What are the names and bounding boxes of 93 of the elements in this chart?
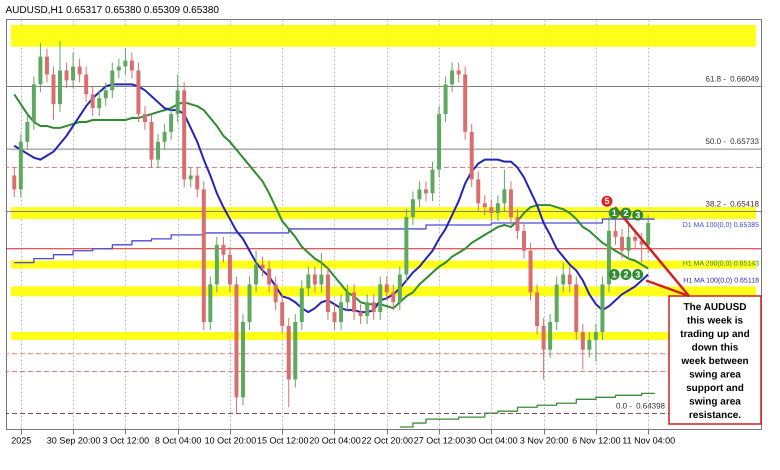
x-tick-label: 11 Nov 04:00 xyxy=(622,436,676,446)
x-tick-label: 6 Nov 12:00 xyxy=(572,436,621,446)
candlestick xyxy=(580,324,585,370)
candlestick xyxy=(568,266,572,293)
candlestick xyxy=(84,66,88,103)
candlestick xyxy=(489,198,494,222)
annotation: 3 xyxy=(635,210,640,220)
x-tick-label: 27 Oct 12:00 xyxy=(414,436,466,446)
ref-line-label: 0.65418 xyxy=(730,200,760,209)
candlestick xyxy=(417,180,422,208)
x-tick-label: 3 Oct 12:00 xyxy=(102,436,150,446)
candlestick xyxy=(162,123,167,150)
annotation: 2 xyxy=(623,208,628,218)
candlestick xyxy=(522,222,526,260)
candlestick xyxy=(594,324,598,362)
candlestick xyxy=(646,214,650,254)
candlestick xyxy=(116,58,121,79)
annotation: 61.8 - xyxy=(706,74,726,84)
candlestick xyxy=(542,318,546,380)
annotation: 1 xyxy=(612,270,617,280)
candlestick xyxy=(280,294,284,334)
candlestick xyxy=(90,86,95,117)
candlestick xyxy=(613,218,618,246)
x-tick-label: 22 Oct 20:00 xyxy=(361,436,414,446)
candlestick xyxy=(142,106,147,130)
candlestick xyxy=(195,167,200,198)
candlestick xyxy=(188,167,193,188)
candlestick xyxy=(391,284,396,311)
candlestick xyxy=(97,90,102,117)
candlestick xyxy=(620,228,624,260)
candlestick xyxy=(384,276,389,301)
x-tick-label: 10 Oct 20:00 xyxy=(204,436,256,446)
x-tick-label: 15 Oct 12:00 xyxy=(256,436,308,446)
candlestick xyxy=(450,62,454,93)
candlestick xyxy=(515,208,520,240)
candlestick xyxy=(123,48,128,75)
candlestick xyxy=(626,220,631,260)
candlestick xyxy=(12,167,16,198)
candlestick xyxy=(221,236,226,264)
ref-line-label: 0.64398 xyxy=(636,402,666,411)
annotation: 38.2 - xyxy=(706,200,726,209)
candlestick xyxy=(71,52,76,89)
candlestick xyxy=(456,62,461,83)
candlestick xyxy=(365,294,370,325)
candlestick xyxy=(25,114,30,150)
x-tick-label: 20 Oct 04:00 xyxy=(309,436,361,446)
candlestick xyxy=(372,294,376,321)
candlestick xyxy=(496,194,500,222)
x-tick-label: 30 Oct 04:00 xyxy=(466,436,518,446)
candlestick xyxy=(410,190,415,226)
candlestick xyxy=(587,331,592,358)
candlestick xyxy=(104,82,108,107)
candlestick xyxy=(358,304,363,325)
candlestick xyxy=(176,74,180,122)
candlestick xyxy=(78,58,82,83)
ref-line-label: 0.66049 xyxy=(730,74,760,84)
candlestick xyxy=(306,266,310,297)
candlestick xyxy=(430,161,435,202)
candlestick xyxy=(130,52,134,79)
x-tick-label: 30 Sep 20:00 xyxy=(46,436,100,446)
candlestick xyxy=(424,180,428,202)
x-tick-label: 8 Oct 04:00 xyxy=(154,436,202,446)
ref-line-label: 0.65733 xyxy=(730,137,760,146)
chart-title: AUDUSD,H1 0.65317 0.65380 0.65309 0.65380 xyxy=(6,5,220,16)
candlestick xyxy=(319,252,324,293)
candlestick xyxy=(476,171,480,212)
candlestick xyxy=(346,284,350,311)
x-tick-label: 3 Nov 20:00 xyxy=(520,436,568,446)
candlestick xyxy=(312,266,317,293)
candlestick xyxy=(169,106,174,140)
annotation: 0.0 - xyxy=(616,402,632,411)
candlestick xyxy=(260,256,265,277)
candlestick xyxy=(156,133,160,168)
candlestick xyxy=(352,284,356,321)
candlestick xyxy=(633,228,638,250)
annotation: 5 xyxy=(604,196,610,206)
annotation: 50.0 - xyxy=(706,137,726,146)
candlestick xyxy=(110,62,114,99)
annotation: 1 xyxy=(612,208,617,218)
candlestick xyxy=(561,262,566,293)
x-tick-label: 2025 xyxy=(11,436,32,446)
candlestick xyxy=(502,169,506,212)
candlestick xyxy=(267,260,272,293)
candlestick xyxy=(44,48,49,83)
candlestick xyxy=(339,294,344,330)
candlestick xyxy=(332,304,336,330)
annotation: 3 xyxy=(635,270,640,280)
candlestick xyxy=(274,276,278,311)
candlestick xyxy=(482,194,487,216)
candlestick xyxy=(64,62,69,89)
annotation: 2 xyxy=(623,270,628,280)
text: The AUDUSD this week is trading up and down this week between swing area support and swing area resistance. xyxy=(680,302,750,421)
candlestick xyxy=(254,250,258,293)
